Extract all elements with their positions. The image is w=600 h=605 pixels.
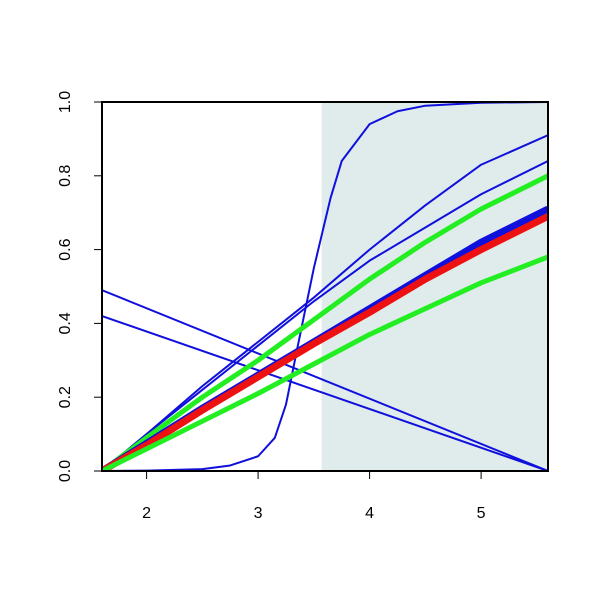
x-tick-label: 2 bbox=[142, 505, 151, 522]
curve bbox=[102, 315, 548, 471]
curve bbox=[102, 254, 548, 471]
curve bbox=[102, 173, 548, 471]
curve bbox=[102, 289, 548, 471]
y-tick-label: 0.0 bbox=[57, 460, 74, 482]
x-tick-label: 4 bbox=[365, 505, 374, 522]
curve bbox=[102, 213, 548, 471]
y-tick-label: 0.8 bbox=[57, 165, 74, 187]
curve bbox=[102, 160, 548, 471]
plot-box bbox=[101, 101, 549, 472]
y-tick-label: 0.4 bbox=[57, 312, 74, 334]
y-tick-label: 0.2 bbox=[57, 386, 74, 408]
x-tick-label: 5 bbox=[477, 505, 486, 522]
y-tick-label: 0.6 bbox=[57, 238, 74, 260]
y-tick-label: 1.0 bbox=[57, 91, 74, 113]
x-tick-label: 3 bbox=[254, 505, 263, 522]
